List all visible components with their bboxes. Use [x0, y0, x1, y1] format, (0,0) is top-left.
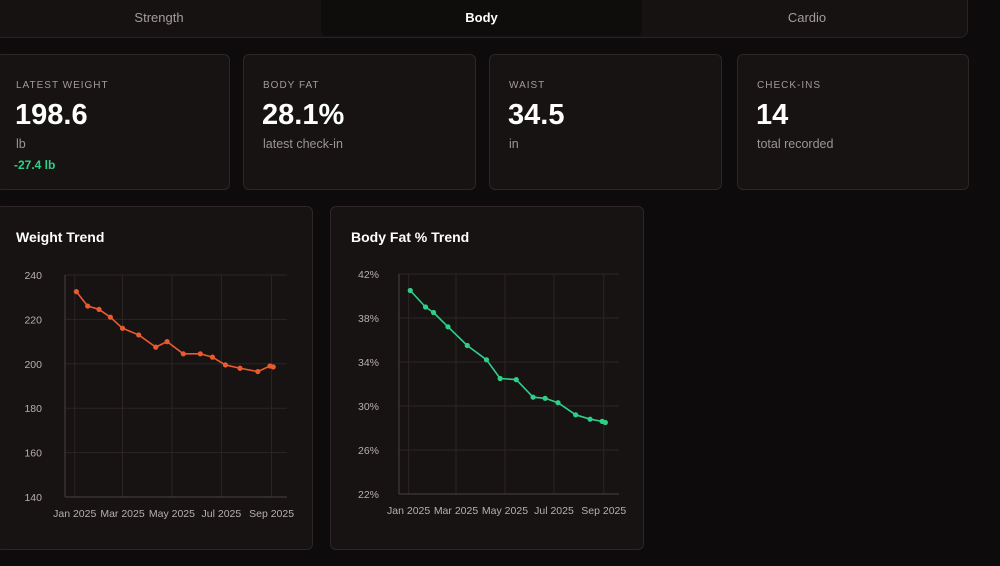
- stat-subtext: total recorded: [757, 137, 834, 151]
- stat-card-latest-weight: LATEST WEIGHT 198.6 lb -27.4 lb: [0, 54, 230, 190]
- y-tick-label: 180: [24, 403, 42, 415]
- chart-title: Body Fat % Trend: [351, 229, 470, 245]
- weight-trend-card: Weight Trend 240 220 200 180 160 140 Jan 2025 M…: [0, 206, 313, 550]
- y-tick-label: 22%: [358, 489, 379, 501]
- body-fat-trend-chart: 42% 38% 34% 30% 26% 22% Jan 2025 Mar 2025 May 20…: [358, 269, 626, 517]
- stat-unit: lb: [16, 137, 26, 151]
- data-point: [209, 354, 216, 360]
- body-fat-trend-card: Body Fat % Trend 42% 38% 34% 30% 26% 22% Jan 2…: [330, 206, 644, 550]
- tab-bar: Strength Body Cardio: [0, 0, 968, 38]
- data-point: [513, 377, 519, 383]
- stat-label: LATEST WEIGHT: [16, 80, 109, 91]
- data-point: [464, 342, 470, 349]
- stat-subtext: latest check-in: [263, 137, 343, 151]
- y-tick-label: 42%: [358, 269, 379, 281]
- y-tick-label: 34%: [358, 357, 379, 369]
- stat-card-body-fat: BODY FAT 28.1% latest check-in: [243, 54, 476, 190]
- data-point: [197, 351, 203, 357]
- x-tick-label: Jan 2025: [387, 505, 430, 517]
- data-point: [270, 364, 276, 370]
- x-tick-label: Mar 2025: [434, 505, 479, 517]
- data-point: [222, 362, 229, 368]
- y-tick-label: 200: [24, 359, 42, 371]
- x-tick-label: Sep 2025: [581, 505, 626, 517]
- data-point: [407, 287, 413, 294]
- data-point: [180, 351, 186, 357]
- x-tick-label: Jul 2025: [534, 505, 574, 517]
- data-point: [530, 394, 536, 400]
- x-tick-label: May 2025: [482, 505, 528, 517]
- x-tick-label: May 2025: [149, 508, 195, 520]
- y-tick-label: 160: [24, 448, 42, 460]
- stat-label: BODY FAT: [263, 80, 320, 91]
- x-tick-label: Mar 2025: [100, 508, 145, 520]
- chart-title: Weight Trend: [16, 229, 105, 245]
- series-line: [409, 289, 606, 424]
- data-point: [422, 304, 429, 310]
- data-point: [555, 400, 561, 406]
- stat-delta: -27.4 lb: [14, 158, 56, 172]
- y-tick-label: 140: [24, 492, 42, 504]
- data-point: [96, 306, 102, 313]
- data-point: [542, 395, 548, 401]
- y-tick-label: 30%: [358, 401, 379, 413]
- stat-value: 28.1%: [262, 99, 345, 131]
- stat-unit: in: [509, 137, 519, 151]
- data-point: [430, 309, 437, 316]
- data-point: [483, 357, 490, 363]
- stat-card-check-ins: CHECK-INS 14 total recorded: [737, 54, 969, 190]
- stat-value: 14: [756, 99, 789, 131]
- data-point: [573, 412, 579, 418]
- tab-cardio[interactable]: Cardio: [787, 10, 827, 25]
- tab-strength[interactable]: Strength: [134, 10, 184, 25]
- stat-value: 34.5: [508, 99, 565, 131]
- data-point: [136, 332, 142, 338]
- weight-trend-chart: 240 220 200 180 160 140 Jan 2025 Mar 2025 May 20…: [24, 270, 294, 520]
- data-point: [445, 324, 451, 330]
- y-tick-label: 26%: [358, 445, 379, 457]
- y-tick-label: 220: [24, 314, 42, 326]
- x-tick-label: Sep 2025: [249, 508, 294, 520]
- stat-value: 198.6: [15, 99, 88, 131]
- data-point: [497, 375, 503, 382]
- stat-label: WAIST: [509, 80, 546, 91]
- data-point: [107, 314, 113, 320]
- tab-body[interactable]: Body: [321, 0, 642, 36]
- x-tick-label: Jul 2025: [202, 508, 242, 520]
- data-point: [153, 344, 159, 350]
- y-tick-label: 240: [24, 270, 42, 282]
- data-point: [587, 416, 593, 422]
- stat-card-waist: WAIST 34.5 in: [489, 54, 722, 190]
- y-tick-label: 38%: [358, 313, 379, 325]
- series-line: [75, 291, 274, 373]
- x-tick-label: Jan 2025: [53, 508, 96, 520]
- data-point: [255, 368, 261, 375]
- data-point: [164, 339, 170, 345]
- data-point: [237, 365, 243, 371]
- data-point: [602, 419, 608, 426]
- stat-label: CHECK-INS: [757, 80, 822, 91]
- data-point: [119, 325, 126, 331]
- data-point: [73, 289, 79, 295]
- data-point: [85, 303, 91, 309]
